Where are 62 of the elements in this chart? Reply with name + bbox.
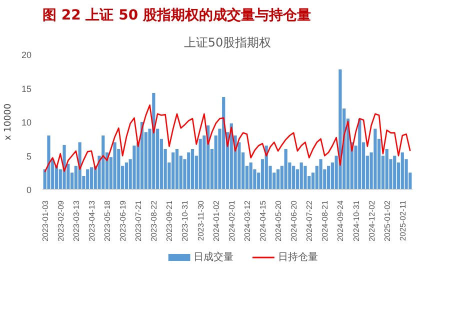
bar xyxy=(90,167,94,190)
legend-label: 日持仓量 xyxy=(278,251,318,263)
bar xyxy=(400,152,404,190)
x-tick-label: 2024-01-02 xyxy=(212,200,221,242)
bar xyxy=(222,97,226,190)
bar xyxy=(326,166,330,190)
line-series xyxy=(44,104,411,173)
bar xyxy=(190,149,194,190)
y-tick-label: 10 xyxy=(21,118,32,128)
bar xyxy=(198,138,202,190)
bar xyxy=(187,152,190,190)
x-tick-label: 2023-10-31 xyxy=(180,200,190,242)
x-tick-label: 2024-04-15 xyxy=(258,200,268,242)
x-tick-label: 2023-03-13 xyxy=(72,200,81,242)
bar xyxy=(304,166,307,190)
bar xyxy=(175,149,179,190)
bar xyxy=(300,162,303,190)
y-tick-label: 5 xyxy=(26,151,32,162)
bar xyxy=(249,162,252,190)
x-tick-label: 2023-09-21 xyxy=(165,200,174,242)
bar xyxy=(284,149,288,190)
legend-label: 日成交量 xyxy=(194,251,234,263)
bar xyxy=(358,118,362,190)
bar xyxy=(276,169,280,190)
bar xyxy=(113,142,116,190)
x-tick-label: 2023-05-18 xyxy=(103,200,112,242)
y-tick-label: 20 xyxy=(21,50,32,60)
chart-subtitle: 上证50股指期权 xyxy=(184,36,272,50)
x-tick-label: 2024-12-02 xyxy=(367,200,376,242)
bar xyxy=(102,136,105,190)
bar xyxy=(393,156,396,190)
x-tick-label: 2023-06-19 xyxy=(118,200,128,242)
bar xyxy=(319,159,322,190)
bar xyxy=(172,152,175,190)
x-tick-label: 2023-01-03 xyxy=(40,200,50,242)
x-tick-label: 2023-07-21 xyxy=(134,200,144,242)
x-tick-label: 2023-04-13 xyxy=(87,200,96,242)
x-tick-label: 2024-02-01 xyxy=(227,200,236,242)
bar xyxy=(338,69,342,190)
x-tick-label: 2025-02-11 xyxy=(398,200,408,241)
x-tick-label: 2023-11-30 xyxy=(196,200,206,241)
x-tick-label: 2023-02-09 xyxy=(56,200,66,242)
x-tick-label: 2023-08-22 xyxy=(150,200,159,242)
bar xyxy=(47,136,50,190)
chart-title: 图 22 上证 50 股指期权的成交量与持仓量 xyxy=(42,6,311,24)
x-tick-label: 2024-05-20 xyxy=(274,200,284,242)
x-tick-label: 2024-09-24 xyxy=(336,200,346,242)
bar xyxy=(292,166,296,190)
x-tick-label: 2025-01-02 xyxy=(382,200,392,242)
bar xyxy=(132,146,136,190)
x-tick-label: 2024-03-12 xyxy=(242,200,252,242)
bar xyxy=(124,162,128,190)
y-tick-label: 0 xyxy=(26,185,32,195)
bar xyxy=(86,169,90,190)
bar xyxy=(385,149,388,190)
bar xyxy=(374,128,377,190)
x-tick-label: 2024-06-20 xyxy=(290,200,299,242)
x-tick-label: 2024-07-22 xyxy=(305,200,314,242)
x-tick-label: 2024-08-21 xyxy=(320,200,330,242)
x-tick-label: 2024-10-31 xyxy=(352,200,361,242)
y-axis-title: x 10000 xyxy=(3,103,14,140)
y-tick-label: 15 xyxy=(21,84,32,94)
